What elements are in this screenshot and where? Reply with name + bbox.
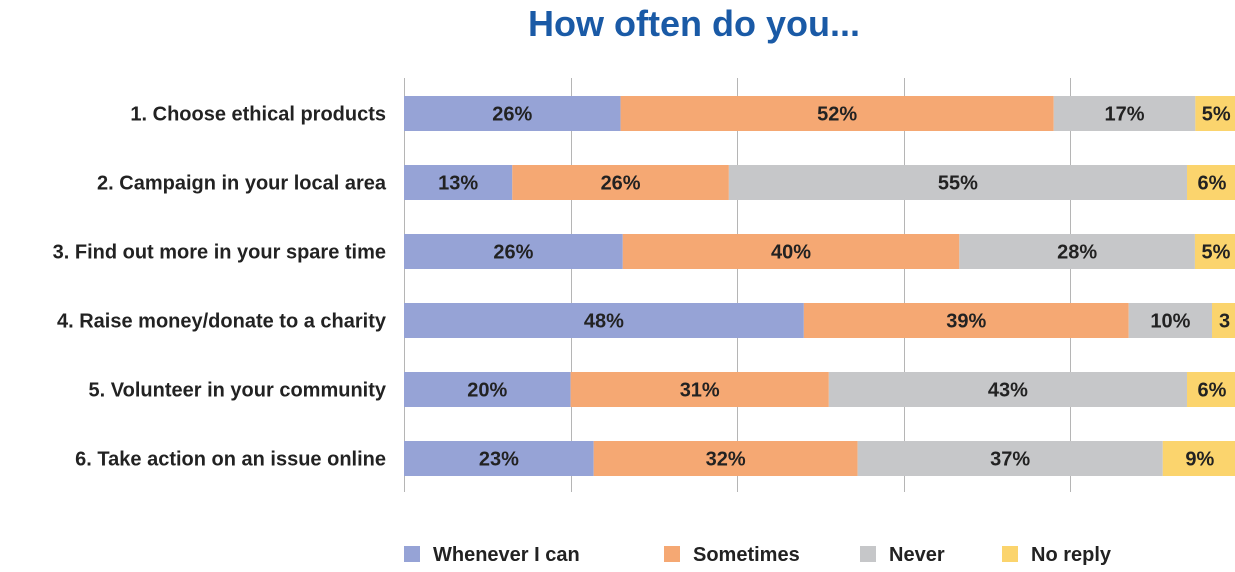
bar-segment bbox=[828, 372, 1188, 407]
bar-segment bbox=[404, 234, 623, 269]
data-label: 6% bbox=[1198, 380, 1227, 402]
bar-segment bbox=[404, 441, 594, 476]
bar-segment bbox=[1212, 303, 1235, 338]
bar-segment bbox=[404, 165, 513, 200]
bar-segment bbox=[959, 234, 1195, 269]
bar-segment bbox=[404, 303, 804, 338]
legend-label: Never bbox=[889, 544, 945, 566]
bar-segment bbox=[1195, 96, 1235, 131]
bar-segment bbox=[1194, 234, 1235, 269]
legend-swatch bbox=[1002, 546, 1018, 562]
data-label: 9% bbox=[1185, 449, 1214, 471]
data-label: 39% bbox=[946, 311, 986, 333]
bar-segment bbox=[1053, 96, 1196, 131]
data-label: 6% bbox=[1198, 173, 1227, 195]
data-label: 48% bbox=[584, 311, 624, 333]
data-label: 52% bbox=[817, 104, 857, 126]
bar-segment bbox=[404, 372, 571, 407]
data-label: 43% bbox=[988, 380, 1028, 402]
legend-label: Sometimes bbox=[693, 544, 800, 566]
bar-segment bbox=[728, 165, 1188, 200]
data-label: 13% bbox=[438, 173, 478, 195]
data-label: 17% bbox=[1105, 104, 1145, 126]
bar-segment bbox=[622, 234, 960, 269]
legend-label: No reply bbox=[1031, 544, 1112, 566]
data-label: 23% bbox=[479, 449, 519, 471]
bar-segment bbox=[803, 303, 1129, 338]
legend-swatch bbox=[664, 546, 680, 562]
category-label: 2. Campaign in your local area bbox=[97, 173, 387, 195]
data-label: 32% bbox=[706, 449, 746, 471]
data-label: 5% bbox=[1202, 242, 1231, 264]
grid-lines bbox=[404, 78, 1071, 492]
bar-segment bbox=[857, 441, 1163, 476]
data-label: 28% bbox=[1057, 242, 1097, 264]
category-label: 1. Choose ethical products bbox=[130, 104, 386, 126]
bar-segment bbox=[1162, 441, 1235, 476]
category-label: 3. Find out more in your spare time bbox=[53, 242, 386, 264]
bar-segment bbox=[593, 441, 858, 476]
category-labels: 1. Choose ethical products 2. Campaign in… bbox=[53, 104, 387, 471]
data-label: 10% bbox=[1150, 311, 1190, 333]
data-label: 20% bbox=[467, 380, 507, 402]
category-label: 5. Volunteer in your community bbox=[89, 380, 387, 402]
data-label: 31% bbox=[680, 380, 720, 402]
category-label: 6. Take action on an issue online bbox=[75, 449, 386, 471]
category-label: 4. Raise money/donate to a charity bbox=[57, 311, 387, 333]
legend-label: Whenever I can bbox=[433, 544, 580, 566]
data-label: 37% bbox=[990, 449, 1030, 471]
bar-segment bbox=[512, 165, 729, 200]
data-label: 26% bbox=[601, 173, 641, 195]
bar-segment bbox=[1187, 165, 1235, 200]
data-label: 26% bbox=[493, 242, 533, 264]
bar-segment bbox=[620, 96, 1054, 131]
data-label: 40% bbox=[771, 242, 811, 264]
bar-segment bbox=[570, 372, 829, 407]
bar-segment bbox=[1128, 303, 1213, 338]
chart-title: How often do you... bbox=[528, 3, 860, 44]
data-label: 5% bbox=[1202, 104, 1231, 126]
bars: 26% 52% 17% 5%13% 26% 55% 6%26% 40% 28% 5%48% 39% 1… bbox=[404, 96, 1235, 476]
bar-segment bbox=[404, 96, 621, 131]
data-label: 55% bbox=[938, 173, 978, 195]
legend-swatch bbox=[404, 546, 420, 562]
data-label: 26% bbox=[492, 104, 532, 126]
bar-segment bbox=[1187, 372, 1235, 407]
legend-swatch bbox=[860, 546, 876, 562]
legend: Whenever I can Sometimes Never No reply bbox=[404, 544, 1112, 566]
data-label: 3 bbox=[1219, 311, 1230, 333]
